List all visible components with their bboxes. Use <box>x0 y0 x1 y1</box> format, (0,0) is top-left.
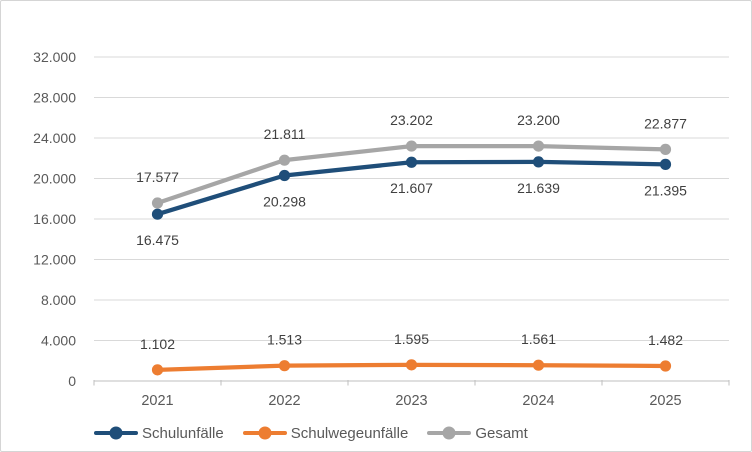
x-axis-tick-label: 2025 <box>649 393 681 409</box>
data-label-gesamt: 23.200 <box>517 112 560 128</box>
data-label-schulwegeunfaelle: 1.482 <box>648 332 683 348</box>
data-point-schulunfaelle[interactable] <box>405 156 418 168</box>
data-point-schulunfaelle[interactable] <box>278 169 291 182</box>
data-label-schulwegeunfaelle: 1.561 <box>521 331 556 347</box>
data-label-gesamt: 17.577 <box>136 169 179 185</box>
data-label-schulunfaelle: 21.607 <box>390 180 433 196</box>
x-axis-tick-label: 2023 <box>395 393 427 409</box>
y-axis-tick-label: 24.000 <box>33 130 76 146</box>
data-label-schulwegeunfaelle: 1.595 <box>394 331 429 347</box>
data-label-schulunfaelle: 20.298 <box>263 193 306 209</box>
legend-marker-dot-icon <box>109 426 123 440</box>
y-axis-tick-label: 32.000 <box>33 49 76 65</box>
x-axis-tick-label: 2022 <box>268 393 300 409</box>
data-point-gesamt[interactable] <box>532 140 545 152</box>
data-point-schulunfaelle[interactable] <box>659 158 672 170</box>
legend-marker-schulunfaelle-icon <box>94 426 138 440</box>
y-axis-tick-label: 12.000 <box>33 252 76 268</box>
data-label-schulunfaelle: 16.475 <box>136 232 179 248</box>
data-point-schulunfaelle[interactable] <box>151 208 164 220</box>
data-point-gesamt[interactable] <box>659 143 672 155</box>
data-label-gesamt: 21.811 <box>264 126 306 142</box>
legend-label-gesamt: Gesamt <box>475 424 528 442</box>
data-point-gesamt[interactable] <box>405 140 418 152</box>
data-label-schulwegeunfaelle: 1.513 <box>267 332 302 348</box>
legend-item-schulunfaelle[interactable]: Schulunfälle <box>94 425 224 442</box>
y-axis-tick-label: 16.000 <box>33 211 76 227</box>
legend-label-schulunfaelle: Schulunfälle <box>142 424 224 442</box>
y-axis-tick-label: 28.000 <box>33 90 76 106</box>
data-point-schulwegeunfaelle[interactable] <box>151 364 164 376</box>
y-axis-tick-label: 20.000 <box>33 171 76 187</box>
legend-marker-dot-icon <box>258 426 272 440</box>
y-axis-tick-label: 0 <box>68 373 76 389</box>
legend-item-schulwegeunfaelle[interactable]: Schulwegeunfälle <box>242 424 409 442</box>
data-point-schulwegeunfaelle[interactable] <box>532 359 545 371</box>
x-axis-tick-label: 2021 <box>141 393 173 409</box>
data-point-schulwegeunfaelle[interactable] <box>278 360 291 372</box>
data-label-schulunfaelle: 21.639 <box>517 180 560 196</box>
x-axis-tick-label: 2024 <box>522 393 554 409</box>
data-point-schulwegeunfaelle[interactable] <box>405 359 418 371</box>
legend-marker-dot-icon <box>442 426 456 440</box>
data-label-schulunfaelle: 21.395 <box>644 182 687 198</box>
data-point-gesamt[interactable] <box>151 197 164 209</box>
data-label-schulwegeunfaelle: 1.102 <box>140 336 175 352</box>
legend-marker-schulwegeunfaelle-icon <box>242 426 287 440</box>
data-point-schulwegeunfaelle[interactable] <box>659 360 672 372</box>
y-axis-tick-label: 4.000 <box>41 333 76 349</box>
data-point-gesamt[interactable] <box>278 154 291 166</box>
legend-item-gesamt[interactable]: Gesamt <box>427 425 528 442</box>
data-point-schulunfaelle[interactable] <box>532 156 545 168</box>
chart-legend: Schulunfälle Schulwegeunfälle Gesamt <box>94 421 528 445</box>
data-label-gesamt: 23.202 <box>390 112 433 128</box>
legend-label-schulwegeunfaelle: Schulwegeunfälle <box>290 424 409 442</box>
legend-marker-gesamt-icon <box>427 426 472 440</box>
data-label-gesamt: 22.877 <box>644 115 687 131</box>
y-axis-tick-label: 8.000 <box>41 292 76 308</box>
